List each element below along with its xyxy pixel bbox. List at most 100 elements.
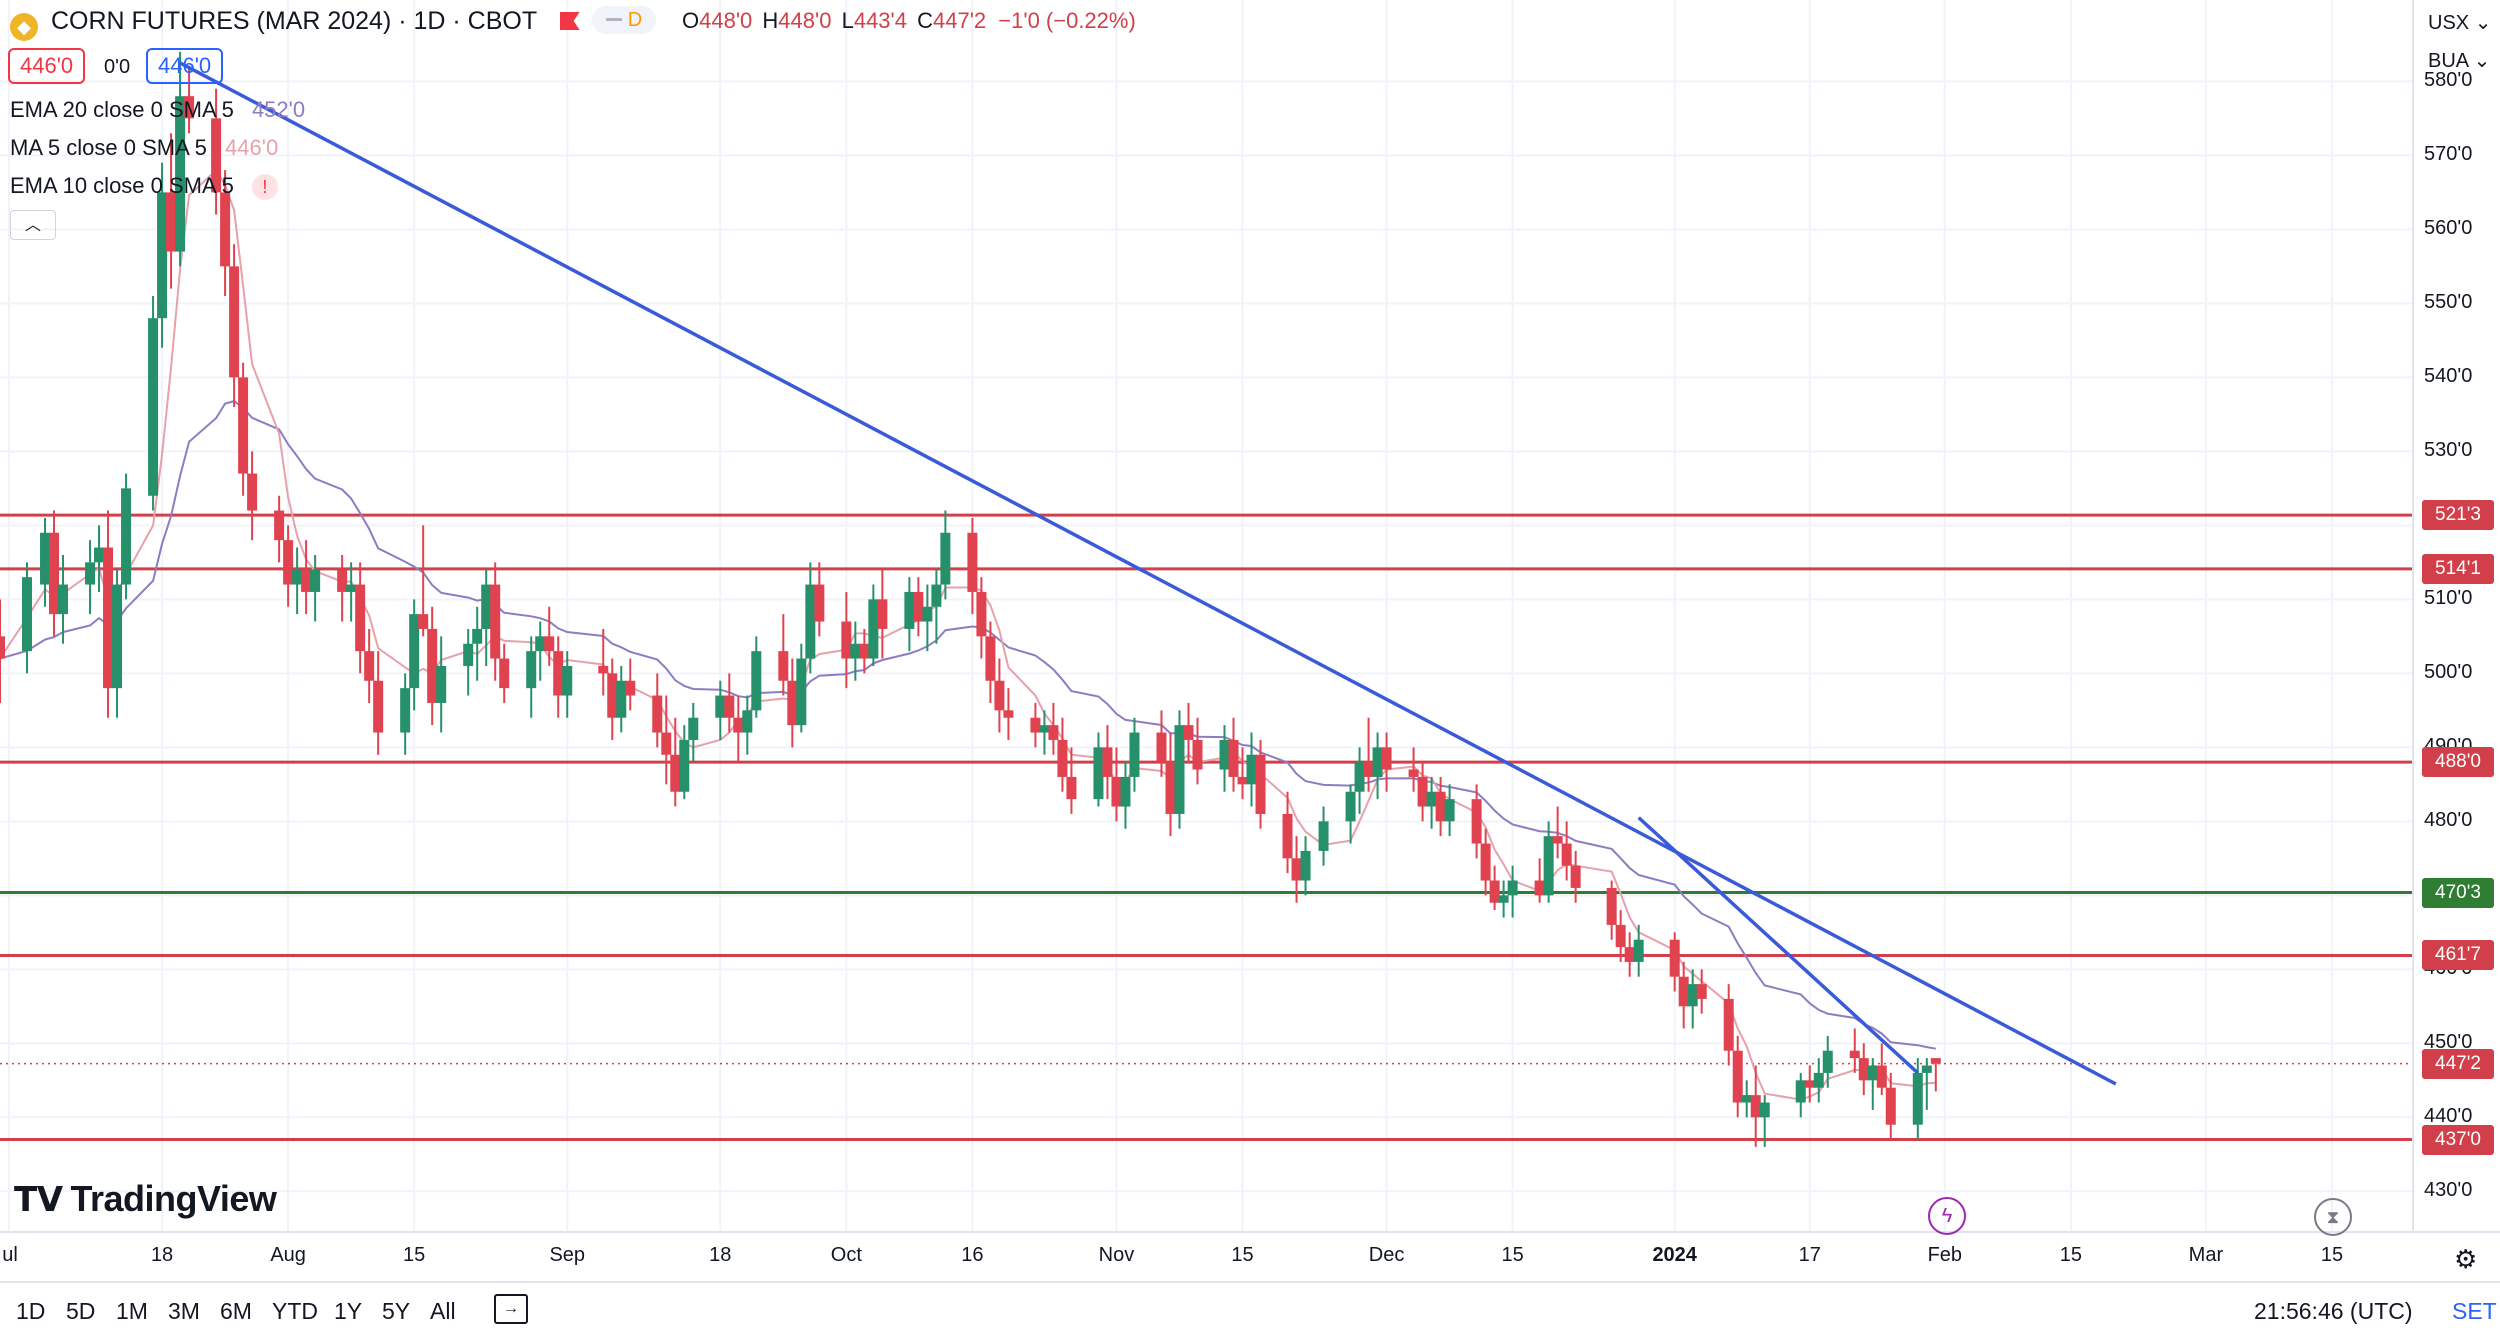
candle xyxy=(166,133,177,289)
calendar-range-icon[interactable]: → xyxy=(494,1294,528,1324)
sell-button[interactable]: 446'0 xyxy=(8,48,86,84)
candle xyxy=(427,606,438,726)
currency-select[interactable]: USX ⌄ xyxy=(2428,8,2491,38)
timeframe-button[interactable]: 1Y xyxy=(334,1298,363,1324)
settings-label[interactable]: SET xyxy=(2452,1298,2497,1324)
horizontal-levels[interactable] xyxy=(0,513,2413,1142)
candle-body xyxy=(1624,947,1635,962)
candle xyxy=(274,495,285,563)
time-tick-label: 15 xyxy=(2059,1244,2082,1266)
candle xyxy=(850,621,861,681)
candle-body xyxy=(742,710,753,733)
candle xyxy=(1030,702,1041,748)
badge-dot-icon xyxy=(605,18,622,21)
buy-button[interactable]: 446'0 xyxy=(146,48,224,84)
candle-body xyxy=(1237,776,1248,785)
candle xyxy=(346,562,357,622)
spread-value: 0'0 xyxy=(104,56,131,78)
candle xyxy=(1354,747,1365,814)
price-tick-label: 550'0 xyxy=(2424,291,2473,314)
candle xyxy=(553,636,564,718)
timeframe-button[interactable]: YTD xyxy=(272,1298,318,1324)
candle xyxy=(400,673,411,755)
candle-body xyxy=(724,695,735,718)
candle-body xyxy=(1678,976,1689,1007)
candle xyxy=(1066,747,1077,814)
candle-body xyxy=(868,599,879,659)
indicator-ema10[interactable]: EMA 10 close 0 SMA 5 ! xyxy=(10,172,278,200)
corn-coin-icon: ◆ xyxy=(10,13,38,41)
warning-icon[interactable]: ! xyxy=(251,174,278,200)
candle-body xyxy=(1192,739,1203,770)
indicator-name: EMA xyxy=(10,173,57,198)
candle-body xyxy=(976,591,987,637)
change-value: −1'0 (−0.22%) xyxy=(998,8,1136,33)
time-tick-label: Feb xyxy=(1927,1244,1963,1266)
candle xyxy=(184,66,195,134)
indicator-ema20[interactable]: EMA 20 close 0 SMA 5 452'0 xyxy=(10,96,305,124)
candle-body xyxy=(238,377,249,474)
candle-body xyxy=(1912,1072,1923,1125)
candle xyxy=(481,569,492,666)
timeframe-button[interactable]: 3M xyxy=(168,1298,200,1324)
candle-body xyxy=(553,651,564,696)
candle xyxy=(1282,791,1293,874)
high-label: H xyxy=(762,8,779,33)
candle-body xyxy=(337,569,348,592)
candles[interactable] xyxy=(0,51,1941,1147)
collapse-legend-button[interactable]: ︿ xyxy=(10,210,56,240)
candle xyxy=(1813,1058,1824,1103)
candle-body xyxy=(922,606,933,622)
trendlines[interactable] xyxy=(179,61,2117,1086)
candle xyxy=(796,643,807,733)
indicator-ma5[interactable]: MA 5 close 0 SMA 5 446'0 xyxy=(10,134,278,162)
timeframe-button[interactable]: 1M xyxy=(116,1298,148,1324)
candle xyxy=(247,451,258,541)
candle xyxy=(1930,1058,1941,1092)
candle-body xyxy=(652,695,663,733)
candle xyxy=(1750,1065,1761,1147)
candle xyxy=(1759,1095,1770,1147)
time-tick-label: 15 xyxy=(2320,1244,2344,1266)
candle-body xyxy=(670,754,681,792)
hourglass-icon[interactable]: ⧗ xyxy=(2314,1198,2352,1236)
candle-body xyxy=(1030,717,1041,733)
candle xyxy=(1552,806,1563,859)
candle-body xyxy=(1120,776,1131,807)
candle-body xyxy=(94,547,105,563)
candle-body xyxy=(1498,895,1509,903)
candle xyxy=(841,591,852,689)
lightning-icon[interactable]: ϟ xyxy=(1928,1197,1966,1235)
candle xyxy=(472,606,483,681)
candle xyxy=(310,554,321,622)
data-source-badge[interactable]: D xyxy=(592,6,656,34)
candle xyxy=(499,643,510,703)
timeframe-button[interactable]: 5Y xyxy=(382,1298,411,1324)
candle xyxy=(1633,924,1644,977)
candle-body xyxy=(121,488,132,585)
candle-body xyxy=(1759,1102,1770,1118)
unit-select[interactable]: BUA ⌄ xyxy=(2428,46,2490,76)
candle xyxy=(1678,961,1689,1029)
candle-body xyxy=(1426,791,1437,807)
symbol-header[interactable]: ◆ CORN FUTURES (MAR 2024) · 1D · CBOT xyxy=(10,6,580,41)
candle xyxy=(715,680,726,740)
candle xyxy=(22,562,33,674)
candle xyxy=(1570,850,1581,903)
tradingview-logo[interactable]: 𝗧𝗩 TradingView xyxy=(14,1178,277,1220)
candle xyxy=(364,628,375,703)
timeframe-button[interactable]: 1D xyxy=(16,1298,46,1324)
clock-label[interactable]: 21:56:46 (UTC) xyxy=(2254,1298,2413,1324)
red-flag-icon[interactable] xyxy=(559,12,580,30)
candle-body xyxy=(1723,998,1734,1051)
timeframe-button[interactable]: 6M xyxy=(220,1298,252,1324)
candle-body xyxy=(49,532,60,615)
timeframe-button[interactable]: All xyxy=(430,1298,456,1324)
candle-body xyxy=(994,680,1005,711)
gear-icon[interactable]: ⚙ xyxy=(2454,1244,2478,1274)
candle xyxy=(1498,880,1509,918)
timeframe-button[interactable]: 5D xyxy=(66,1298,96,1324)
candle xyxy=(337,554,348,622)
candle xyxy=(1192,717,1203,785)
